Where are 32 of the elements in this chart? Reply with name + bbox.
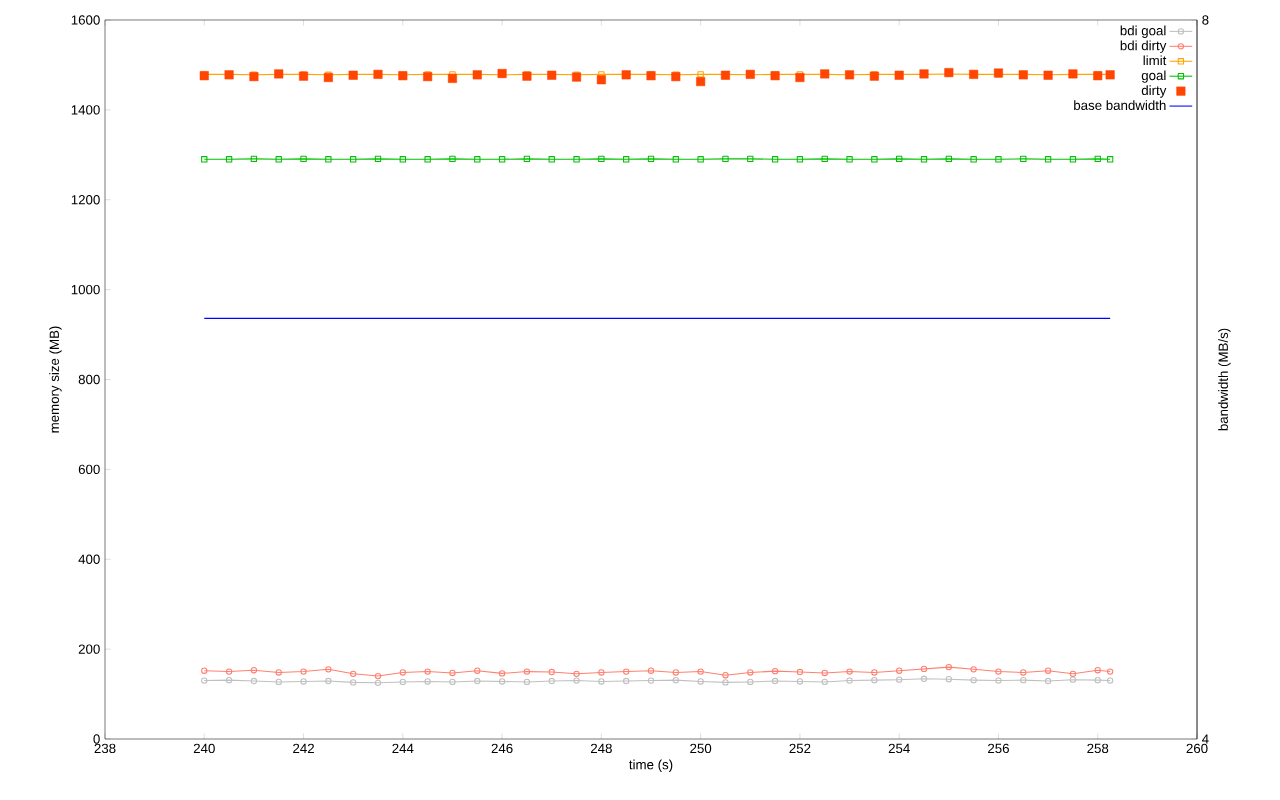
y-tick-label: 600 (78, 464, 100, 475)
y-tick-label: 1600 (71, 15, 100, 25)
x-tick-label: 240 (193, 743, 215, 754)
y-tick-label: 1400 (71, 105, 100, 115)
legend-label: dirty (1141, 85, 1167, 98)
x-tick-label: 246 (491, 743, 513, 754)
y2-tick-label: 8 (1202, 15, 1209, 25)
y-tick-label: 1200 (71, 195, 100, 205)
y-tick-label: 1000 (71, 284, 100, 295)
x-tick-label: 248 (590, 743, 612, 754)
y-tick-label: 400 (78, 554, 100, 564)
y-tick-label: 200 (78, 644, 100, 654)
x-tick-label: 242 (293, 743, 314, 753)
x-tick-label: 254 (888, 743, 910, 754)
legend-label: limit (1143, 55, 1167, 66)
x-axis-title: time (s) (629, 759, 673, 772)
y2-tick-label: 4 (1202, 734, 1209, 744)
x-tick-label: 244 (392, 743, 414, 753)
legend-label: goal (1141, 70, 1166, 83)
x-tick-label: 238 (94, 743, 116, 754)
y-axis-title: memory size (MB) (49, 326, 62, 433)
x-tick-label: 252 (789, 743, 811, 754)
legend-label: bdi dirty (1120, 40, 1167, 53)
x-tick-label: 250 (690, 743, 712, 754)
x-tick-label: 260 (1186, 743, 1208, 754)
y-tick-label: 0 (93, 734, 100, 744)
legend-label: bdi goal (1120, 25, 1166, 38)
x-tick-label: 256 (988, 743, 1009, 754)
x-tick-label: 258 (1087, 743, 1109, 754)
legend-label: base bandwidth (1074, 100, 1166, 111)
y2-axis-title: bandwidth (MB/s) (1218, 328, 1231, 431)
y-tick-label: 800 (78, 374, 100, 385)
